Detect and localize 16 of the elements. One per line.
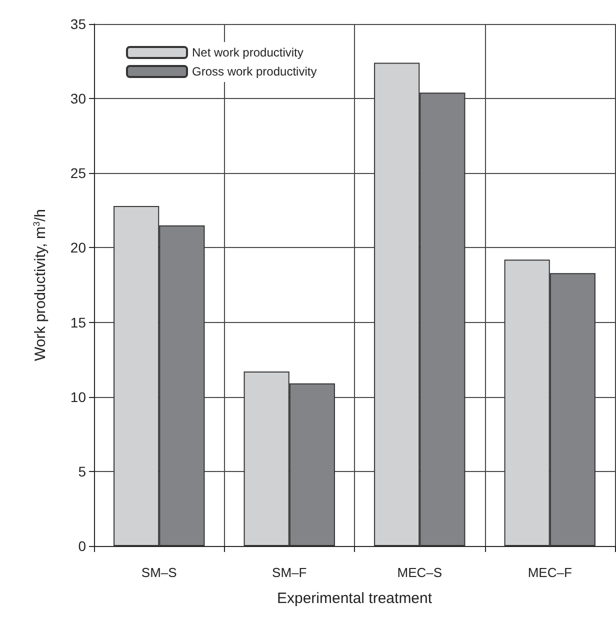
y-tick-label: 5	[78, 463, 86, 480]
y-tick-label: 15	[70, 314, 86, 330]
x-tick-label: MEC–F	[528, 565, 572, 580]
legend-label: Gross work productivity	[192, 64, 317, 78]
x-tick-label: SM–S	[141, 565, 178, 580]
x-tick-label: MEC–S	[397, 565, 442, 580]
y-tick-label: 10	[70, 388, 86, 405]
y-tick-label: 0	[78, 538, 86, 554]
legend-label: Net work productivity	[192, 46, 304, 60]
y-axis-title: Work productivity, m3/h	[32, 209, 49, 361]
y-tick-label: 30	[70, 90, 86, 107]
y-tick-label: 25	[70, 165, 86, 182]
x-axis-title: Experimental treatment	[276, 590, 433, 607]
x-tick-label: SM–F	[272, 565, 307, 580]
y-tick-label: 20	[70, 240, 86, 256]
y-tick-label: 35	[70, 16, 86, 32]
